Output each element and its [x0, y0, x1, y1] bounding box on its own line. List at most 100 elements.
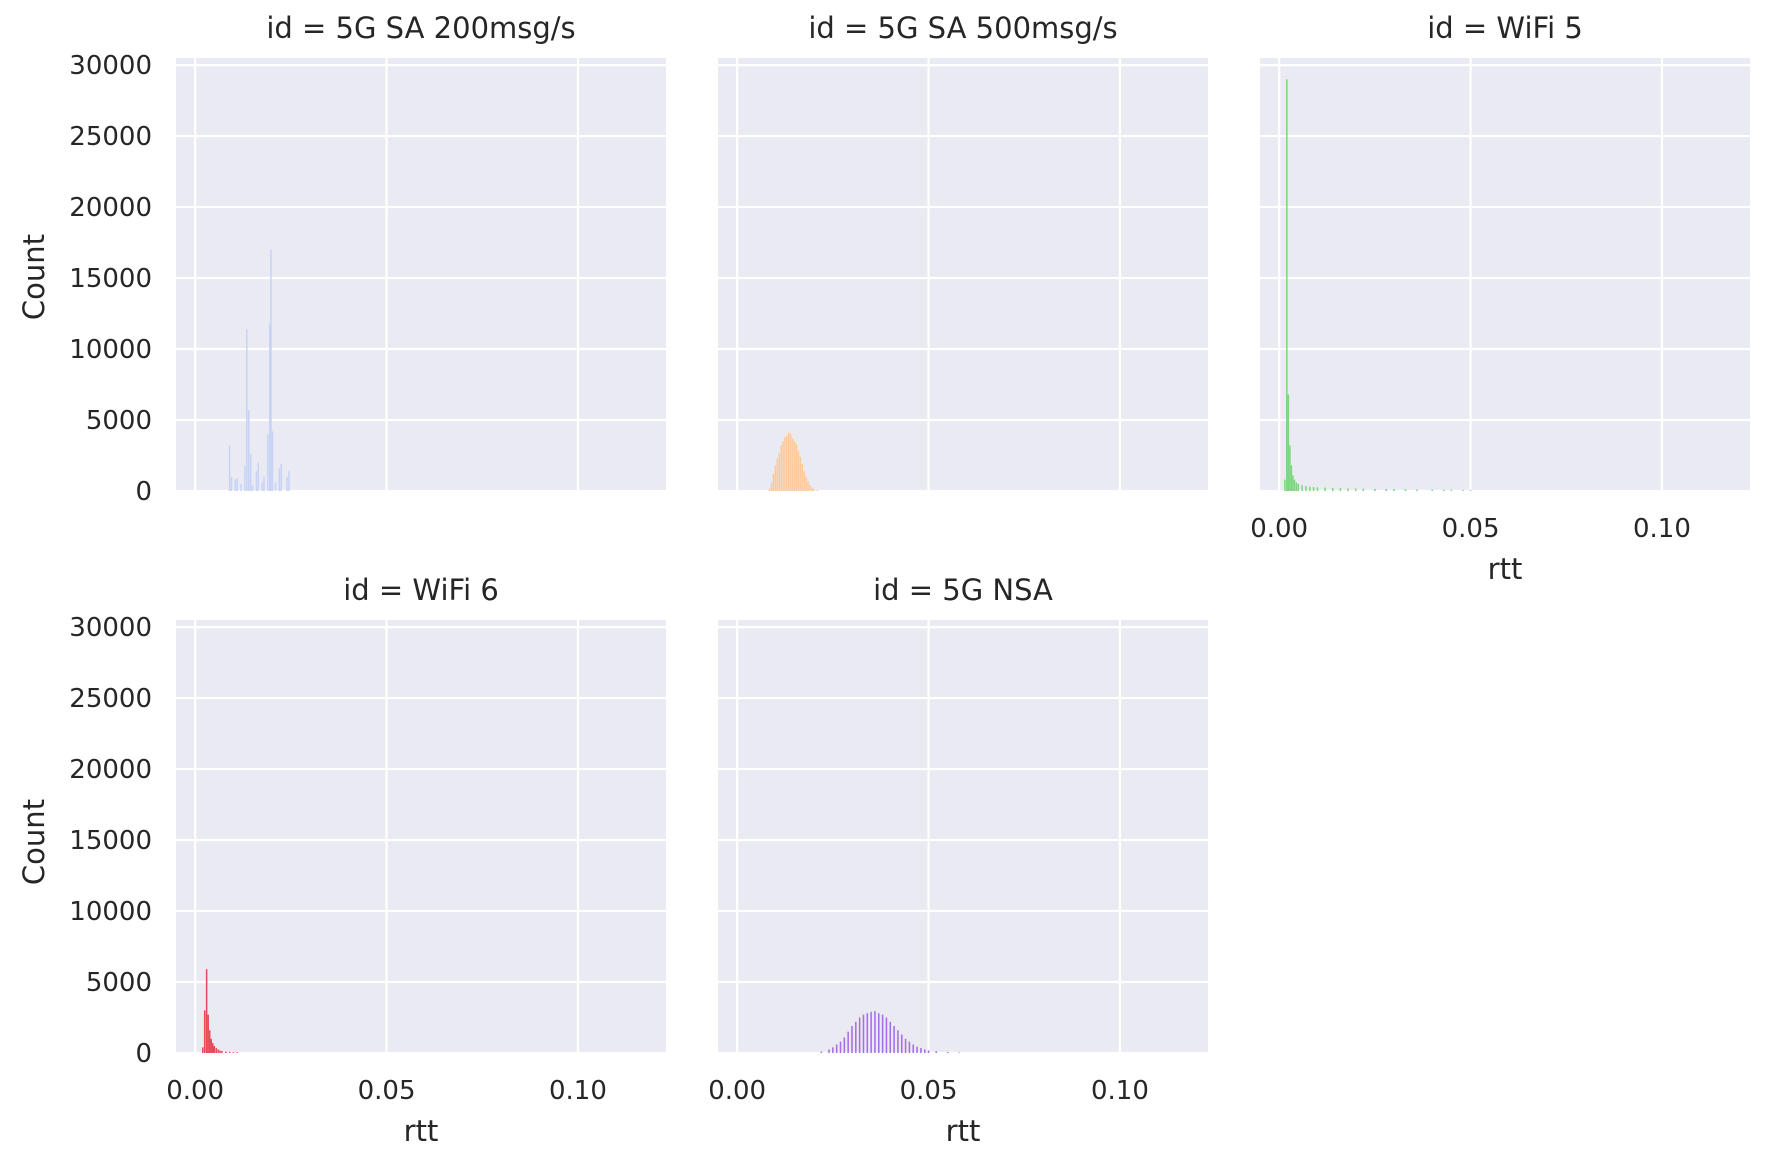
- histogram-bar: [1301, 485, 1303, 491]
- histogram-bar: [1442, 489, 1445, 491]
- histogram-bar: [916, 1046, 918, 1053]
- histogram-bar: [768, 488, 771, 491]
- histogram-bar: [870, 1011, 872, 1053]
- facet-title: id = 5G NSA: [873, 573, 1053, 607]
- facet-title: id = WiFi 5: [1427, 11, 1583, 45]
- y-tick-label: 0: [135, 477, 152, 507]
- histogram-bar: [208, 1030, 211, 1053]
- histogram-bar: [772, 473, 775, 491]
- histogram-bar: [789, 434, 792, 491]
- histogram-bar: [211, 1043, 214, 1053]
- histogram-bar: [203, 1010, 206, 1053]
- histogram-bar: [874, 1011, 876, 1053]
- histogram-bar: [274, 482, 277, 491]
- histogram-bar: [793, 441, 796, 491]
- histogram-bar: [935, 1051, 937, 1053]
- x-tick-label: 0.00: [166, 1076, 224, 1106]
- histogram-bar: [866, 1013, 869, 1053]
- histogram-bar: [809, 485, 811, 491]
- histogram-bar: [816, 489, 819, 491]
- histogram-bar: [1393, 489, 1395, 491]
- row1-y-axis-label: Count: [17, 234, 51, 320]
- facet-panel-4: 0 5000 10000 15000 20000 25000 30000 0.00 0.05 0.…: [69, 573, 666, 1148]
- histogram-bar: [1295, 482, 1298, 491]
- y-tick-label: 0: [135, 1039, 152, 1069]
- facet-title: id = 5G SA 200msg/s: [266, 11, 575, 45]
- histogram-bar: [228, 1051, 231, 1053]
- histogram-bar: [1293, 479, 1296, 491]
- histogram-bar: [878, 1013, 880, 1053]
- facet-panels: 0 5000 10000 15000 20000 25000 30000 id = 5G SA…: [69, 11, 1750, 1148]
- y-tick-label: 20000: [69, 755, 152, 785]
- histogram-bar: [207, 1014, 209, 1053]
- histogram-bar: [213, 1045, 216, 1053]
- histogram-bar: [280, 464, 283, 491]
- histogram-bar: [958, 1052, 960, 1053]
- histogram-bar: [267, 434, 269, 491]
- histogram-bar: [828, 1049, 830, 1053]
- histogram-bar: [215, 1048, 217, 1053]
- y-tick-label: 30000: [69, 51, 152, 81]
- histogram-bar: [893, 1026, 895, 1053]
- histogram-bar: [257, 462, 260, 491]
- histogram-bar: [1297, 483, 1300, 491]
- histogram-bar: [900, 1034, 903, 1053]
- histogram-bar: [862, 1014, 865, 1053]
- histogram-bar: [807, 481, 809, 491]
- y-tick-label: 30000: [69, 613, 152, 643]
- histogram-bar: [780, 445, 782, 491]
- histogram-bar: [801, 464, 803, 491]
- histogram-bar: [820, 1051, 823, 1053]
- histogram-bar: [799, 456, 802, 491]
- x-tick-label: 0.00: [1250, 514, 1308, 544]
- histogram-bar: [202, 1047, 204, 1053]
- x-axis-label: rtt: [404, 1114, 439, 1148]
- facet-panel-5: 0.00 0.05 0.10 rtt id = 5G NSA: [708, 573, 1208, 1148]
- y-tick-label: 25000: [69, 684, 152, 714]
- x-tick-label: 0.05: [358, 1076, 416, 1106]
- histogram-bar: [1404, 489, 1407, 491]
- histogram-bar: [1287, 394, 1290, 491]
- histogram-bar: [855, 1021, 857, 1053]
- plot-area: [176, 58, 666, 491]
- x-tick-label: 0.10: [1091, 1076, 1149, 1106]
- histogram-bar: [832, 1047, 834, 1053]
- histogram-bar: [1385, 489, 1388, 491]
- facet-title: id = WiFi 6: [343, 573, 499, 607]
- histogram-bar: [225, 1051, 227, 1053]
- x-tick-label: 0.05: [1442, 514, 1500, 544]
- histogram-bar: [221, 1051, 223, 1053]
- y-tick-label: 15000: [69, 264, 152, 294]
- histogram-bar: [205, 969, 208, 1053]
- x-tick-label: 0.00: [708, 1076, 766, 1106]
- histogram-bar: [263, 476, 265, 491]
- histogram-bar: [219, 1050, 221, 1053]
- histogram-bar: [251, 485, 254, 491]
- histogram-bar: [812, 488, 815, 491]
- histogram-bar: [1312, 487, 1315, 491]
- histogram-bar: [858, 1017, 861, 1053]
- histogram-bar: [908, 1041, 911, 1053]
- histogram-bar: [782, 441, 784, 491]
- histogram-bar: [946, 1052, 949, 1053]
- histogram-bar: [246, 329, 248, 491]
- histogram-bar: [236, 1052, 239, 1053]
- histogram-bar: [889, 1021, 892, 1053]
- y-tick-label: 5000: [86, 406, 152, 436]
- histogram-bar: [778, 452, 781, 491]
- histogram-bar: [904, 1038, 907, 1053]
- histogram-bar: [1450, 489, 1453, 491]
- histogram-bar: [1469, 490, 1472, 491]
- x-tick-label: 0.05: [900, 1076, 958, 1106]
- histogram-bar: [270, 249, 272, 491]
- histogram-bar: [791, 438, 794, 491]
- histogram-bar: [1347, 488, 1349, 491]
- histogram-bar: [269, 323, 271, 491]
- y-tick-label: 10000: [69, 897, 152, 927]
- histogram-bar: [234, 479, 237, 491]
- histogram-bar: [236, 478, 239, 491]
- facet-panel-1: 0 5000 10000 15000 20000 25000 30000 id = 5G SA…: [69, 11, 666, 507]
- histogram-bar: [1290, 465, 1293, 491]
- histogram-bar: [788, 432, 790, 491]
- histogram-bar: [288, 471, 290, 491]
